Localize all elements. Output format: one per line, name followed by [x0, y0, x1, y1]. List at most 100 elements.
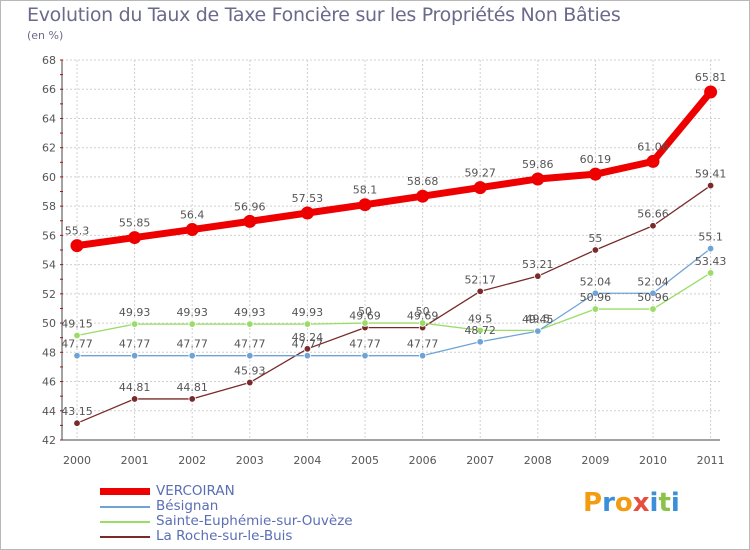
series-line: [76, 272, 712, 337]
data-point: [649, 289, 657, 297]
data-point: [646, 154, 660, 168]
data-point: [416, 189, 430, 203]
data-label: 50: [416, 305, 430, 318]
data-point: [591, 289, 600, 297]
data-point: [185, 223, 199, 237]
data-point: [188, 351, 196, 360]
legend-item-besignan: Bésignan: [100, 498, 360, 515]
series-line: [76, 247, 712, 357]
data-point: [476, 338, 484, 346]
data-label: 49.69: [407, 310, 439, 323]
data-point: [591, 305, 600, 313]
data-label: 49.5: [468, 312, 493, 325]
data-label: 52.04: [637, 275, 669, 288]
data-label: 56.66: [637, 208, 669, 221]
data-point: [130, 320, 139, 328]
data-point: [73, 331, 81, 340]
y-tick-label: 48: [42, 346, 56, 359]
data-label: 48.24: [292, 331, 324, 344]
x-tick-label: 2006: [409, 454, 437, 467]
legend-label: La Roche-sur-le-Buis: [156, 528, 293, 544]
data-point: [188, 320, 196, 328]
legend-swatch: [100, 521, 150, 523]
data-label: 56.96: [234, 200, 266, 213]
legend-item-la-roche: La Roche-sur-le-Buis: [100, 528, 360, 545]
plot-area: [62, 60, 720, 440]
data-point: [476, 326, 484, 335]
data-point: [418, 351, 427, 360]
data-point: [476, 287, 484, 296]
data-label: 49.45: [522, 313, 554, 326]
data-label: 47.77: [407, 338, 439, 351]
y-tick-label: 46: [42, 376, 56, 389]
legend-item-vercoiran: VERCOIRAN: [100, 483, 360, 500]
data-label: 52.04: [580, 275, 612, 288]
data-point: [706, 181, 715, 190]
data-label: 52.17: [464, 273, 496, 286]
data-point: [706, 269, 715, 277]
legend-label: Bésignan: [156, 498, 219, 514]
legend-swatch: [100, 536, 150, 538]
data-point: [70, 239, 84, 253]
data-label: 49.93: [234, 306, 266, 319]
data-point: [300, 206, 314, 220]
data-label: 43.15: [61, 405, 93, 418]
y-tick-label: 62: [42, 142, 56, 155]
data-point: [418, 319, 427, 327]
data-point: [534, 327, 542, 335]
brand-letter: P: [583, 488, 603, 518]
data-label: 47.77: [292, 338, 324, 351]
data-point: [534, 272, 542, 280]
data-label: 55.85: [119, 217, 151, 230]
data-point: [361, 351, 369, 360]
x-tick-label: 2001: [121, 454, 149, 467]
x-tick-label: 2011: [697, 454, 725, 467]
data-point: [130, 395, 139, 403]
chart-title: Evolution du Taux de Taxe Foncière sur l…: [27, 4, 621, 26]
data-label: 61.06: [637, 140, 669, 153]
brand-logo: Proxiti: [583, 488, 680, 518]
data-label: 49.93: [292, 306, 324, 319]
data-point: [246, 320, 254, 328]
series-line: [73, 88, 715, 250]
data-label: 53.43: [695, 255, 727, 268]
y-tick-label: 64: [42, 112, 56, 125]
data-label: 53.21: [522, 258, 554, 271]
legend-swatch: [100, 506, 150, 508]
legend-label: Sainte-Euphémie-sur-Ouvèze: [156, 513, 353, 529]
data-point: [246, 351, 254, 360]
line-chart: 42 44 46 48 50 52 54 56 58 60 62 64 66 68 2000 2001 2002…: [42, 54, 727, 467]
data-label: 48.72: [464, 324, 496, 337]
data-label: 59.86: [522, 158, 554, 171]
data-point: [588, 167, 602, 181]
legend-label: VERCOIRAN: [156, 483, 235, 499]
data-label: 49.15: [61, 318, 93, 331]
data-point: [243, 214, 257, 228]
legend-swatch: [100, 488, 150, 495]
data-point: [649, 222, 657, 230]
data-label: 49.93: [176, 306, 208, 319]
x-tick-label: 2007: [466, 454, 494, 467]
data-label: 55.3: [65, 225, 90, 238]
data-label: 47.77: [61, 338, 93, 351]
data-point: [591, 246, 600, 254]
data-point: [303, 320, 312, 328]
x-tick-label: 2000: [63, 454, 91, 467]
y-tick-label: 42: [42, 434, 56, 447]
data-label: 55.1: [698, 231, 723, 244]
data-label: 45.93: [234, 365, 266, 378]
y-tick-label: 44: [42, 405, 56, 418]
y-tick-label: 56: [42, 229, 56, 242]
data-point: [128, 231, 142, 245]
data-label: 47.77: [119, 338, 151, 351]
data-label: 49.5: [526, 312, 551, 325]
data-label: 65.81: [695, 71, 727, 84]
series-line: [76, 184, 712, 424]
x-tick-label: 2008: [524, 454, 552, 467]
data-point: [303, 351, 312, 360]
y-tick-label: 68: [42, 54, 56, 67]
data-label: 58.68: [407, 175, 439, 188]
brand-letter: t: [658, 488, 671, 518]
data-point: [188, 395, 196, 403]
data-point: [130, 351, 139, 360]
